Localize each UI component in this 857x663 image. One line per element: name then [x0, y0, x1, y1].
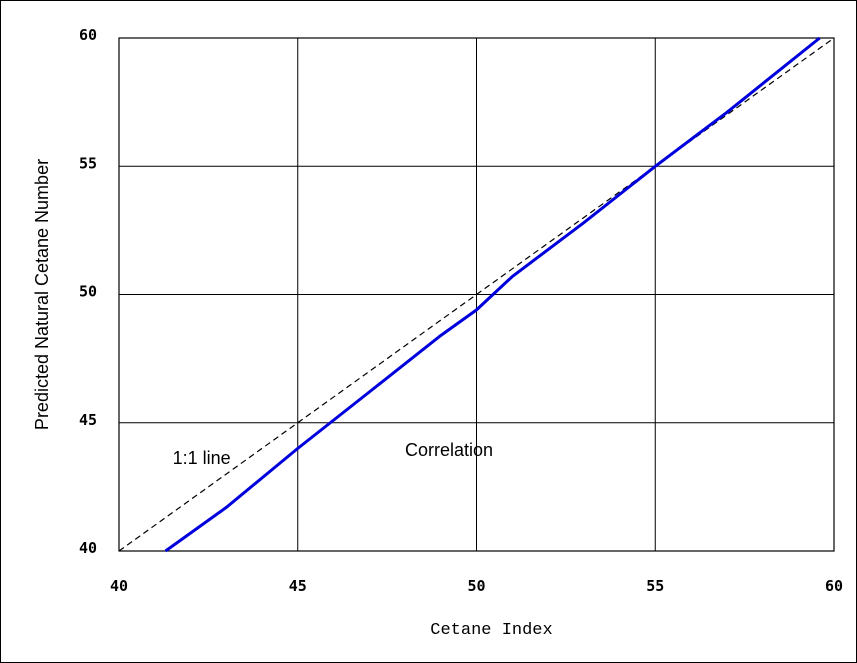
series-line-1-1-line	[118, 37, 835, 552]
plot-border	[118, 37, 835, 552]
y-tick-label-1: 45	[79, 411, 97, 429]
y-tick-label-0: 40	[79, 539, 97, 557]
annotation-1: Correlation	[405, 440, 493, 460]
y-tick-label-4: 60	[79, 26, 97, 44]
annotations: 1:1 line Correlation	[173, 440, 493, 468]
tick-labels: 40 45 50 55 60 40 45 50 55 60	[79, 26, 843, 595]
x-tick-label-3: 55	[646, 577, 664, 595]
x-tick-label-0: 40	[110, 577, 128, 595]
x-tick-label-4: 60	[825, 577, 843, 595]
x-tick-label-1: 45	[289, 577, 307, 595]
series-layer	[118, 36, 835, 553]
y-tick-label-3: 55	[79, 154, 97, 172]
y-tick-label-2: 50	[79, 283, 97, 301]
x-tick-label-2: 50	[467, 577, 485, 595]
grid	[118, 37, 835, 552]
x-axis-title: Cetane Index	[430, 621, 552, 640]
series-line-correlation	[164, 36, 821, 553]
y-axis-title: Predicted Natural Cetane Number	[32, 159, 52, 430]
annotation-0: 1:1 line	[173, 448, 231, 468]
